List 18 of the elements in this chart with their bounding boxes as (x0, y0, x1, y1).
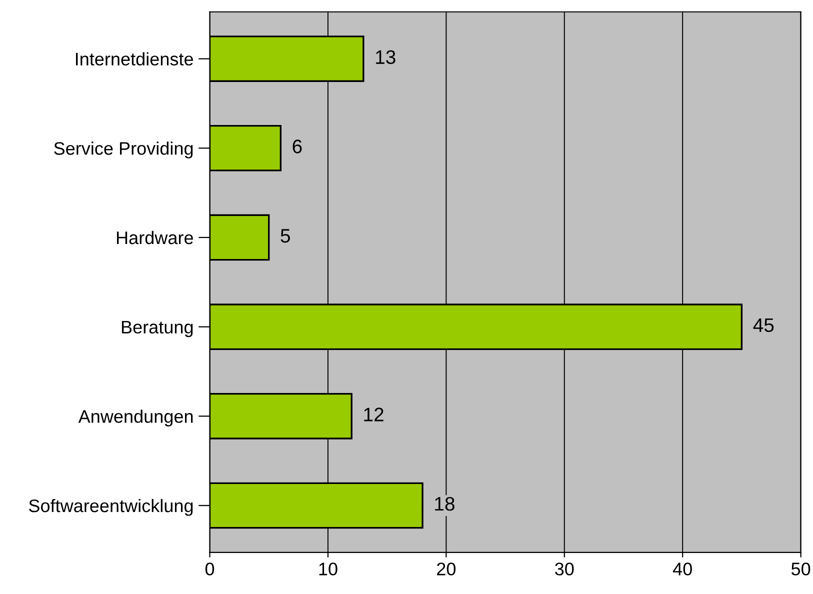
x-tick-label: 0 (205, 562, 214, 576)
x-tick-label: 50 (791, 562, 810, 576)
x-tick-label: 10 (319, 562, 338, 576)
y-tick-label: Softwareentwicklung (29, 498, 193, 516)
data-label: 18 (435, 496, 454, 511)
y-tick-label: Internetdienste (76, 52, 193, 66)
y-tick-label: Beratung (122, 320, 193, 338)
y-tick-label: Hardware (117, 230, 193, 244)
data-label: 5 (280, 229, 290, 243)
y-tick-label: Service Providing (54, 142, 193, 158)
data-label: 45 (753, 318, 774, 332)
x-tick-label: 30 (555, 562, 574, 576)
data-label: 6 (292, 140, 302, 154)
data-label: 12 (364, 408, 384, 422)
x-tick-label: 40 (672, 562, 692, 576)
y-tick-label: Anwendungen (78, 410, 193, 426)
data-label: 13 (376, 50, 396, 64)
x-tick-label: 20 (437, 562, 456, 576)
